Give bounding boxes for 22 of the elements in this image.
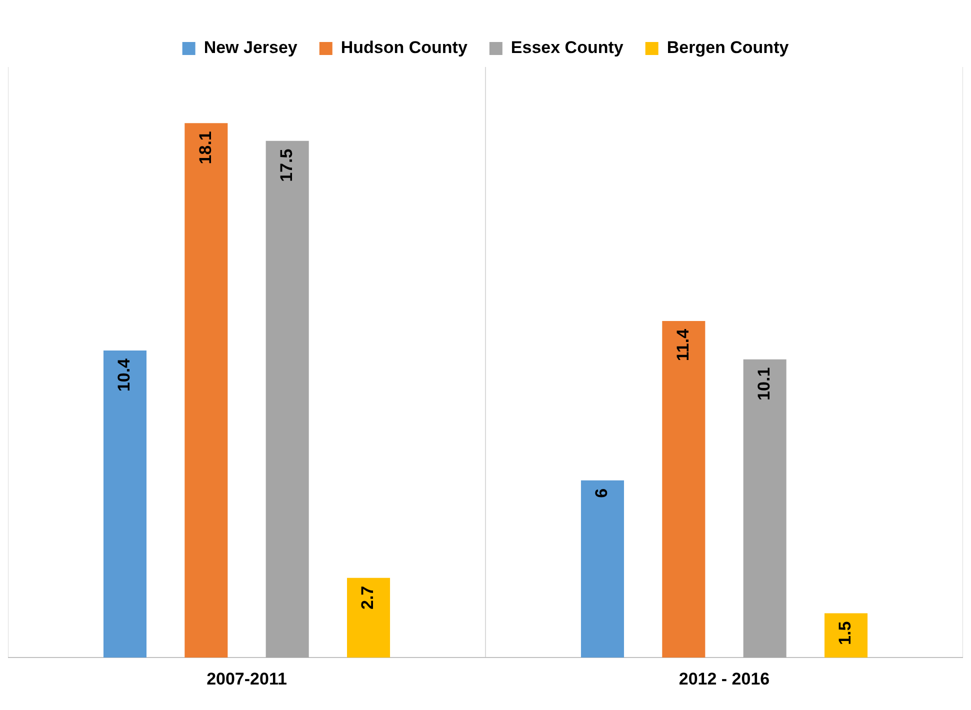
legend-label: Hudson County — [340, 38, 468, 58]
bar — [184, 123, 228, 658]
data-label: 11.4 — [673, 328, 692, 362]
data-label: 1.5 — [836, 621, 855, 645]
data-label: 6 — [592, 488, 612, 498]
legend-label: Bergen County — [666, 38, 790, 58]
bar — [580, 480, 624, 658]
legend-label: Essex County — [510, 38, 624, 58]
x-tick-label: 2007-2011 — [206, 669, 287, 688]
data-label: 2.7 — [358, 586, 378, 610]
bar — [824, 613, 868, 658]
bar — [103, 350, 146, 658]
data-label: 18.1 — [196, 131, 215, 164]
bar — [347, 578, 390, 658]
legend-label: New Jersey — [204, 38, 298, 58]
bar — [662, 320, 706, 658]
bar — [743, 359, 786, 658]
data-label: 10.1 — [754, 367, 774, 400]
bar — [266, 140, 309, 658]
data-label: 17.5 — [277, 148, 296, 182]
x-tick-label: 2012 - 2016 — [678, 669, 770, 688]
data-label: 10.4 — [114, 358, 134, 392]
